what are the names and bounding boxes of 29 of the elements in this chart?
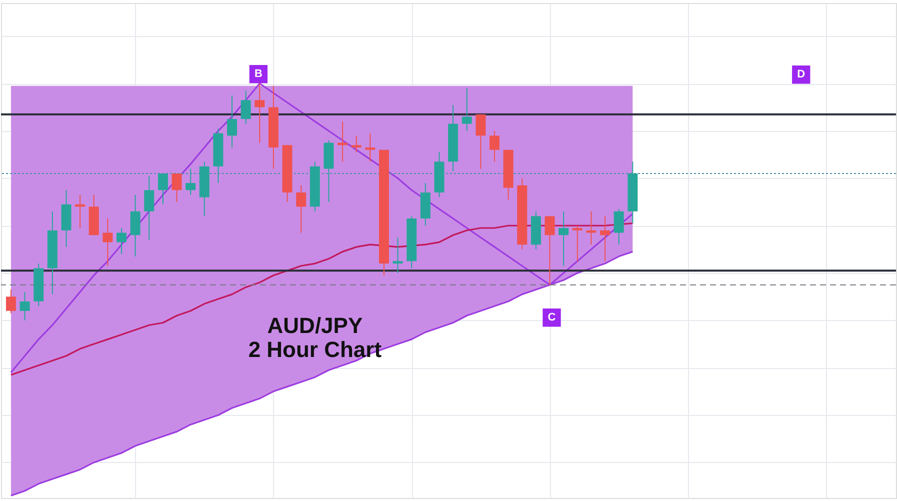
candlestick [158,173,168,205]
candlestick [102,218,113,266]
annotation: C [548,312,556,324]
candlestick [558,210,569,266]
candlestick [130,194,140,257]
candlestick [240,90,251,124]
candlestick [254,83,265,144]
candlestick [392,236,403,274]
candlestick [227,94,238,148]
candlestick [476,114,486,170]
candlestick [186,168,196,196]
candlestick [351,135,362,153]
candlestick [144,175,154,240]
candlestick [6,289,16,314]
candlestick [338,120,348,162]
candlestick [365,132,376,162]
candlestick [296,184,306,234]
candlestick [490,130,500,162]
candlestick [600,216,610,262]
text: B [254,68,262,80]
text: D [797,68,806,81]
candlestick [614,208,624,246]
candlestick [572,225,582,262]
candlestick [544,216,555,286]
candlestick [462,88,472,132]
candlestick [20,291,30,321]
text: AUD/JPY 2 Hour Chart [248,313,382,362]
candlestick [116,228,126,255]
candlestick [172,173,182,202]
